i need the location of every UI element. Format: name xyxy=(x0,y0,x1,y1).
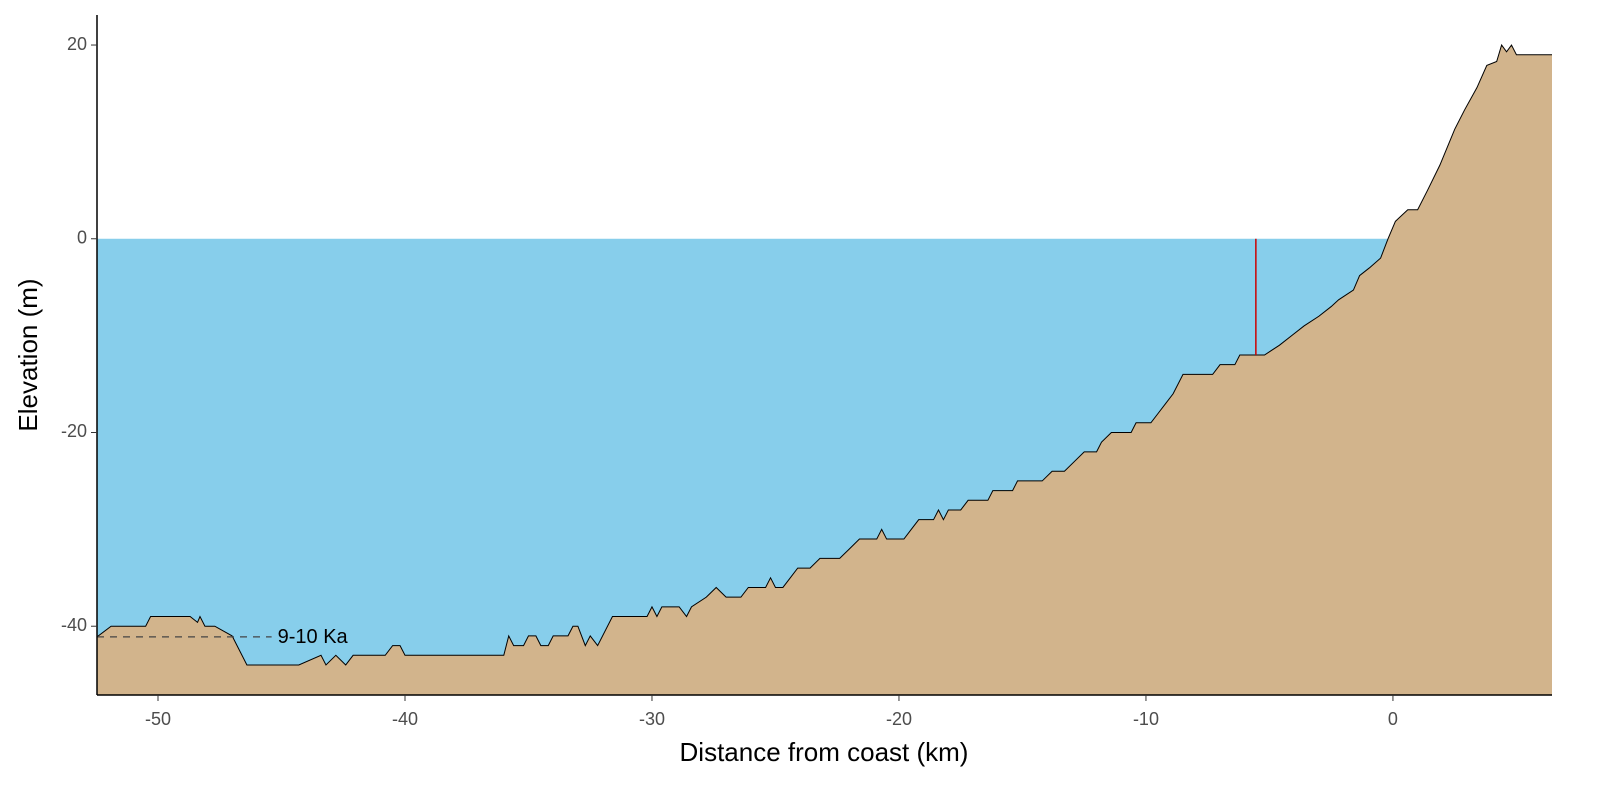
x-tick-label: -30 xyxy=(639,709,665,729)
x-tick-label: -20 xyxy=(886,709,912,729)
y-tick-label: -20 xyxy=(61,421,87,441)
x-axis-title: Distance from coast (km) xyxy=(680,737,969,767)
x-tick-label: 0 xyxy=(1388,709,1398,729)
terrain-fill xyxy=(97,45,1552,695)
x-tick-label: -40 xyxy=(392,709,418,729)
y-axis-title: Elevation (m) xyxy=(13,278,43,431)
x-tick-label: -50 xyxy=(145,709,171,729)
y-tick-label: 20 xyxy=(67,34,87,54)
y-tick-label: -40 xyxy=(61,615,87,635)
y-tick-label: 0 xyxy=(77,228,87,248)
terrain xyxy=(96,43,1552,666)
reference-label: 9-10 Ka xyxy=(278,626,349,648)
x-tick-label: -10 xyxy=(1133,709,1159,729)
